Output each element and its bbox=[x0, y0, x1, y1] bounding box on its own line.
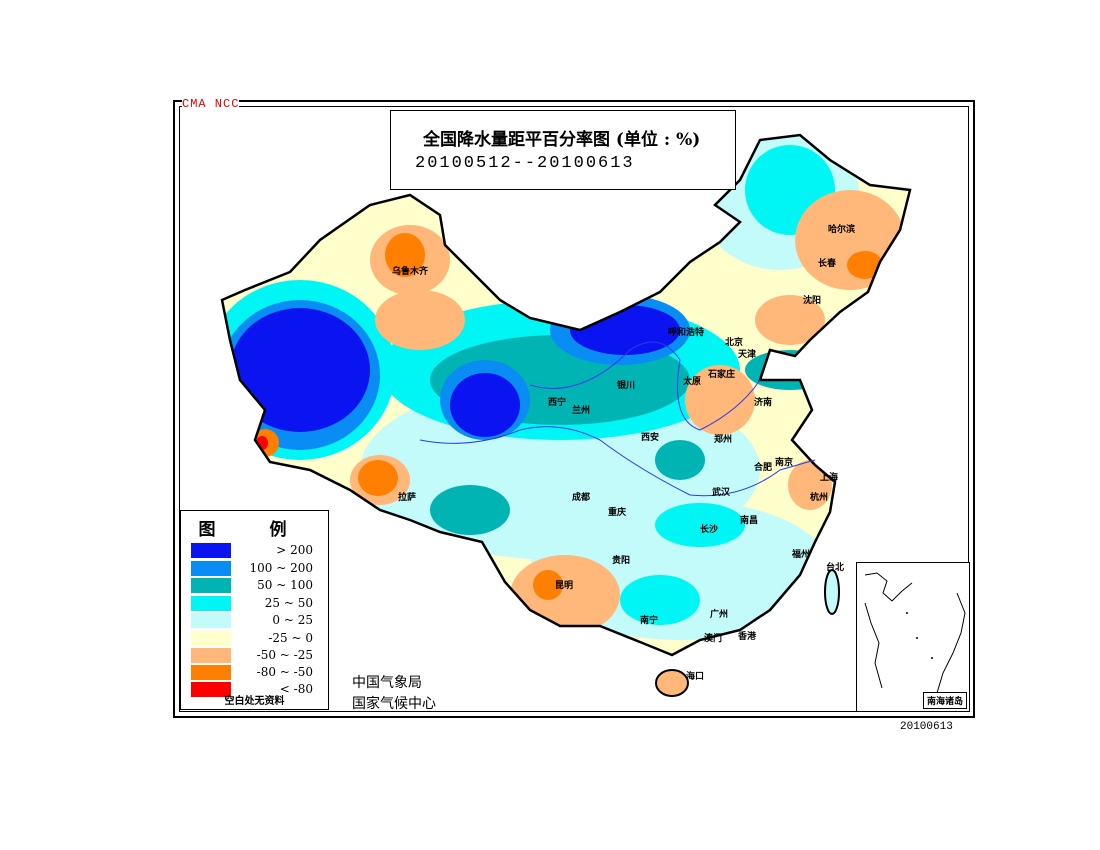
legend-swatch bbox=[191, 596, 231, 611]
city-label: 北京 bbox=[725, 338, 744, 348]
inner-frame bbox=[179, 106, 969, 712]
issue-date: 20100613 bbox=[900, 721, 953, 733]
taiwan-island bbox=[824, 569, 840, 615]
legend-item: 0 ~ 25 bbox=[191, 613, 323, 628]
city-label: 乌鲁木齐 bbox=[392, 267, 429, 277]
legend-item: 50 ~ 100 bbox=[191, 578, 323, 593]
city-label: 海口 bbox=[686, 672, 705, 682]
outer-frame bbox=[173, 100, 975, 718]
legend-title: 图 例 bbox=[198, 520, 311, 540]
legend-swatch bbox=[191, 631, 231, 646]
city-label: 上海 bbox=[820, 473, 839, 483]
legend-label: 50 ~ 100 bbox=[257, 578, 313, 592]
city-label: 昆明 bbox=[555, 581, 574, 591]
city-label: 武汉 bbox=[712, 488, 731, 498]
legend-swatch bbox=[191, 561, 231, 576]
yangtze-river bbox=[419, 426, 816, 497]
legend-label: > 200 bbox=[276, 543, 313, 557]
city-label: 西安 bbox=[641, 433, 660, 443]
inset-coastline bbox=[864, 572, 966, 694]
org-cma: 中国气象局 bbox=[352, 675, 422, 691]
legend-swatch bbox=[191, 682, 231, 697]
legend-label: < -80 bbox=[279, 682, 313, 696]
legend-label: -25 ~ 0 bbox=[268, 631, 313, 645]
map-title: 全国降水量距平百分率图 (单位 : %) bbox=[423, 130, 701, 150]
city-label: 南京 bbox=[775, 458, 794, 468]
city-label: 南昌 bbox=[740, 516, 759, 526]
city-label: 郑州 bbox=[714, 435, 733, 445]
agency-tag: CMA NCC bbox=[182, 97, 240, 111]
city-label: 成都 bbox=[572, 493, 591, 503]
hainan-island bbox=[655, 669, 689, 697]
legend-item: 100 ~ 200 bbox=[191, 561, 323, 576]
legend-label: 100 ~ 200 bbox=[249, 561, 314, 575]
no-data-note: 空白处无资料 bbox=[224, 696, 285, 707]
city-label: 石家庄 bbox=[708, 370, 736, 380]
city-label: 兰州 bbox=[572, 406, 591, 416]
legend-swatch bbox=[191, 578, 231, 593]
legend-swatch bbox=[191, 543, 231, 558]
yellow-river bbox=[529, 341, 761, 431]
city-label: 银川 bbox=[617, 381, 636, 391]
city-label: 广州 bbox=[710, 610, 729, 620]
city-label: 沈阳 bbox=[803, 296, 822, 306]
legend-item: -80 ~ -50 bbox=[191, 665, 323, 680]
city-label: 福州 bbox=[792, 550, 811, 560]
city-label: 贵阳 bbox=[612, 556, 631, 566]
legend-label: 0 ~ 25 bbox=[272, 613, 313, 627]
city-label: 天津 bbox=[738, 350, 757, 360]
legend-item: < -80 bbox=[191, 682, 323, 697]
title-box: 全国降水量距平百分率图 (单位 : %) 20100512--20100613 bbox=[390, 110, 736, 190]
legend-label: -80 ~ -50 bbox=[256, 665, 313, 679]
south-china-sea-inset: 南海诸岛 bbox=[856, 562, 970, 712]
city-label: 重庆 bbox=[608, 508, 627, 518]
legend-item: 25 ~ 50 bbox=[191, 596, 323, 611]
legend-label: 25 ~ 50 bbox=[264, 596, 313, 610]
legend: 图 例 > 200 100 ~ 200 50 ~ 100 25 ~ 50 0 ~… bbox=[180, 510, 329, 710]
city-label: 哈尔滨 bbox=[828, 225, 856, 235]
city-label: 澳门 bbox=[704, 634, 723, 644]
legend-item: -50 ~ -25 bbox=[191, 648, 323, 663]
city-label: 香港 bbox=[738, 632, 757, 642]
legend-item: -25 ~ 0 bbox=[191, 631, 323, 646]
city-label: 合肥 bbox=[754, 463, 773, 473]
legend-item: > 200 bbox=[191, 543, 323, 558]
legend-swatch bbox=[191, 648, 231, 663]
city-label: 济南 bbox=[754, 398, 773, 408]
legend-label: -50 ~ -25 bbox=[256, 648, 313, 662]
city-label: 长沙 bbox=[700, 525, 719, 535]
legend-swatch bbox=[191, 665, 231, 680]
city-label: 长春 bbox=[818, 259, 837, 269]
city-label: 呼和浩特 bbox=[668, 328, 705, 338]
city-label: 台北 bbox=[826, 563, 845, 573]
city-label: 太原 bbox=[683, 377, 702, 387]
inset-label: 南海诸岛 bbox=[922, 692, 967, 709]
date-range: 20100512--20100613 bbox=[415, 154, 635, 173]
legend-swatch bbox=[191, 613, 231, 628]
org-ncc: 国家气候中心 bbox=[352, 696, 436, 712]
city-label: 拉萨 bbox=[398, 493, 417, 503]
city-label: 杭州 bbox=[810, 493, 829, 503]
city-label: 南宁 bbox=[640, 616, 659, 626]
city-label: 西宁 bbox=[548, 398, 567, 408]
